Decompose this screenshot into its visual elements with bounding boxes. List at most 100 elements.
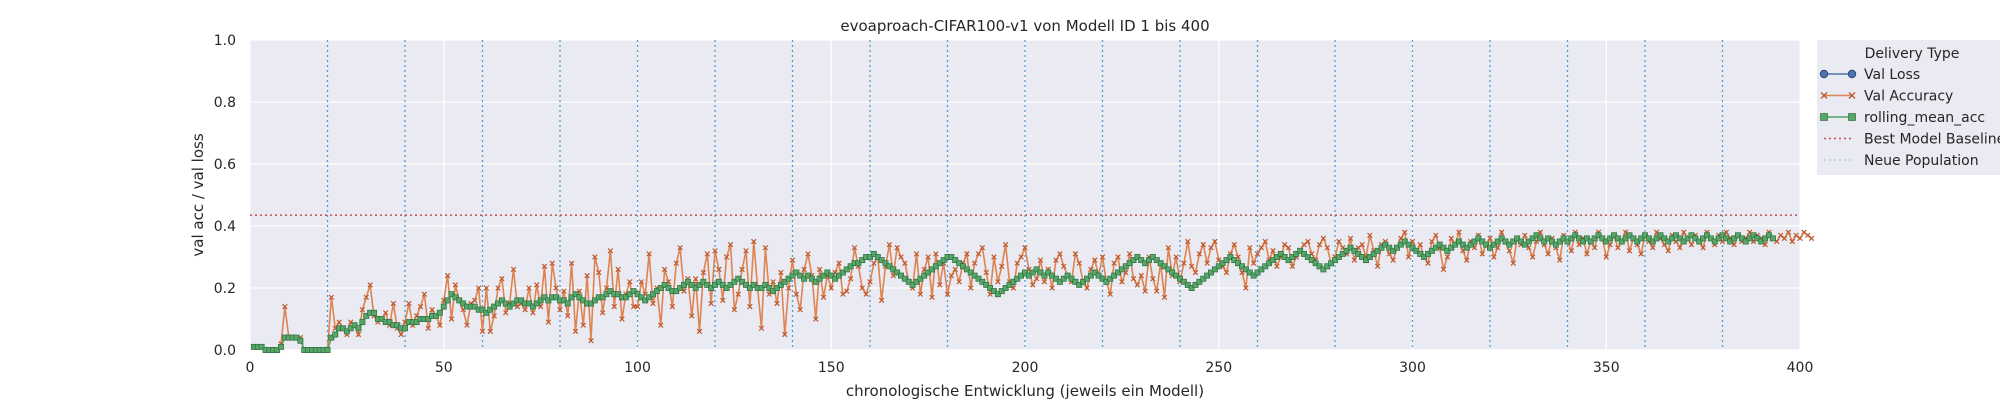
rolling-mean-acc-point — [975, 275, 982, 282]
rolling-mean-acc-point — [1335, 254, 1342, 260]
val-accuracy-point — [867, 279, 873, 285]
val-accuracy-point — [1367, 232, 1373, 239]
rolling-mean-acc-point — [1347, 244, 1354, 251]
legend-title: Delivery Type — [1865, 46, 1960, 62]
val-accuracy-point — [708, 300, 714, 307]
val-accuracy-point — [836, 260, 842, 266]
rolling-mean-acc-point — [1169, 269, 1176, 276]
val-accuracy-point — [968, 285, 974, 291]
rolling-mean-acc-point — [971, 272, 978, 279]
rolling-mean-acc-point — [967, 269, 974, 276]
rolling-mean-acc-point — [1254, 269, 1261, 276]
rolling-mean-acc-point — [324, 347, 331, 353]
rolling-mean-acc-point — [1421, 254, 1428, 260]
val-accuracy-point — [1212, 238, 1218, 245]
rolling-mean-acc-point — [762, 281, 769, 288]
legend-items: Val Loss Val Accuracy rolling_mean_acc Best… — [1819, 67, 2000, 169]
rolling-mean-acc-point — [1033, 266, 1040, 273]
rolling-mean-acc-point — [1750, 232, 1757, 239]
rolling-mean-acc-point — [824, 269, 831, 276]
rolling-mean-acc-point — [347, 325, 354, 332]
val-accuracy-point — [789, 257, 796, 263]
rolling-mean-acc-point — [727, 281, 734, 288]
rolling-mean-acc-point — [1285, 257, 1292, 264]
rolling-mean-acc-point — [1719, 232, 1726, 239]
rolling-mean-acc-point — [1161, 263, 1168, 270]
val-accuracy-point — [592, 254, 598, 260]
rolling-mean-acc-point — [1479, 238, 1486, 245]
val-accuracy-point — [611, 303, 617, 310]
val-accuracy-point — [1072, 251, 1079, 257]
rolling-mean-acc-point — [1359, 254, 1366, 260]
x-tick-label: 250 — [1205, 360, 1232, 376]
rolling-mean-acc-point — [1002, 285, 1009, 291]
val-accuracy-point — [696, 328, 703, 335]
rolling-mean-acc-point — [929, 266, 935, 273]
val-accuracy-point — [999, 263, 1005, 270]
y-axis-label: val acc / val loss — [189, 133, 207, 256]
rolling-mean-acc-point — [894, 269, 901, 276]
rolling-mean-acc-point — [948, 254, 955, 260]
rolling-mean-acc-point — [1506, 241, 1513, 248]
rolling-mean-acc-point — [626, 291, 633, 298]
rolling-mean-acc-point — [921, 272, 928, 279]
rolling-mean-acc-point — [355, 325, 362, 332]
val-accuracy-point — [782, 331, 788, 338]
rolling-mean-acc-point — [1490, 241, 1497, 248]
rolling-mean-acc-point — [1312, 260, 1319, 267]
x-tick-label: 0 — [246, 360, 255, 376]
val-accuracy-point — [820, 294, 827, 301]
rolling-mean-acc-point — [932, 263, 939, 270]
rolling-mean-acc-point — [832, 275, 839, 282]
rolling-mean-acc-point — [1607, 235, 1614, 242]
val-accuracy-point — [1208, 244, 1214, 251]
rolling-mean-acc-point — [1316, 263, 1323, 270]
rolling-mean-acc-point — [297, 337, 304, 344]
rolling-mean-acc-point — [603, 291, 610, 298]
val-accuracy-point — [1142, 288, 1148, 294]
rolling-mean-acc-point — [1200, 275, 1207, 282]
legend-box — [1817, 40, 2000, 175]
val-accuracy-point — [499, 275, 505, 282]
rolling-mean-acc-point — [1700, 235, 1707, 242]
rolling-mean-acc-point — [1711, 238, 1718, 245]
val-accuracy-point — [1456, 229, 1462, 235]
val-accuracy-point — [1374, 263, 1381, 270]
rolling-mean-acc-point — [1231, 257, 1238, 264]
rolling-mean-acc-point — [1444, 247, 1451, 254]
val-accuracy-point — [406, 300, 412, 307]
val-accuracy-point — [801, 266, 807, 273]
rolling-mean-acc-point — [1634, 238, 1641, 245]
rolling-mean-acc-point — [638, 294, 645, 301]
val-accuracy-point — [646, 251, 652, 257]
rolling-mean-acc-point — [588, 300, 594, 307]
rolling-mean-acc-point — [452, 294, 459, 301]
rolling-mean-acc-point — [1239, 263, 1245, 270]
rolling-mean-acc-point — [1270, 257, 1276, 264]
val-accuracy-point — [479, 328, 486, 335]
rolling-mean-acc-point — [1196, 278, 1203, 285]
rolling-mean-acc-point — [963, 266, 970, 273]
val-accuracy-point — [898, 254, 904, 260]
rolling-mean-acc-point — [828, 272, 835, 279]
rolling-mean-acc-point — [1025, 272, 1032, 279]
val-accuracy-point — [1789, 238, 1795, 245]
rolling-mean-acc-point — [723, 285, 730, 291]
val-accuracy-point — [1336, 238, 1342, 245]
val-accuracy-point — [495, 285, 501, 291]
val-accuracy-point — [944, 291, 951, 297]
rolling-mean-acc-point — [1343, 247, 1350, 254]
rolling-mean-acc-point — [1087, 272, 1094, 279]
rolling-mean-acc-point — [328, 334, 335, 341]
rolling-mean-acc-point — [1293, 250, 1300, 257]
rolling-mean-acc-point — [502, 300, 509, 307]
val-accuracy-point — [580, 322, 586, 328]
rolling-mean-acc-point — [448, 291, 455, 298]
val-accuracy-point — [417, 303, 424, 310]
rolling-mean-acc-point — [1537, 235, 1544, 242]
val-accuracy-point — [770, 279, 776, 285]
val-accuracy-point — [797, 306, 803, 313]
rolling-mean-acc-point — [836, 272, 842, 279]
rolling-mean-acc-point — [940, 257, 947, 264]
val-accuracy-point — [429, 306, 435, 313]
